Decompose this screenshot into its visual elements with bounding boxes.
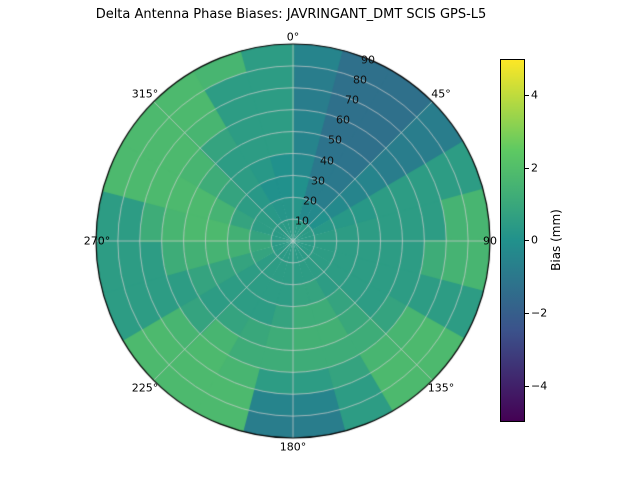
colorbar-tick-mark (525, 240, 529, 241)
theta-tick-label-180: 180° (279, 440, 307, 454)
colorbar-axis-label: Bias (mm) (549, 209, 563, 271)
colorbar-tick-mark (525, 168, 529, 169)
r-tick-label-50: 50 (328, 133, 342, 147)
theta-tick-label-90: 90 (483, 234, 497, 248)
theta-tick-label-135: 135° (427, 381, 455, 395)
r-tick-label-90: 90 (361, 53, 375, 67)
theta-tick-label-0: 0° (286, 30, 300, 44)
r-tick-label-20: 20 (303, 194, 317, 208)
r-tick-label-80: 80 (353, 73, 367, 87)
colorbar-tick-mark (525, 95, 529, 96)
r-tick-label-10: 10 (295, 214, 309, 228)
chart-title: Delta Antenna Phase Biases: JAVRINGANT_D… (95, 7, 487, 22)
colorbar-tick-mark (525, 313, 529, 314)
theta-tick-label-45: 45° (431, 87, 451, 101)
theta-tick-label-270: 270° (83, 234, 111, 248)
r-tick-label-40: 40 (320, 154, 334, 168)
r-tick-label-60: 60 (336, 113, 350, 127)
colorbar-tick-label-4: 4 (531, 88, 538, 102)
colorbar-tick-label--4: −4 (531, 379, 548, 393)
colorbar-tick-mark (525, 386, 529, 387)
colorbar-tick-label--2: −2 (531, 306, 548, 320)
r-tick-label-30: 30 (311, 174, 325, 188)
colorbar-tick-label-0: 0 (531, 233, 538, 247)
colorbar-tick-label-2: 2 (531, 161, 538, 175)
r-tick-label-70: 70 (345, 93, 359, 107)
theta-tick-label-225: 225° (131, 381, 159, 395)
colorbar (500, 59, 525, 422)
theta-tick-label-315: 315° (131, 87, 159, 101)
